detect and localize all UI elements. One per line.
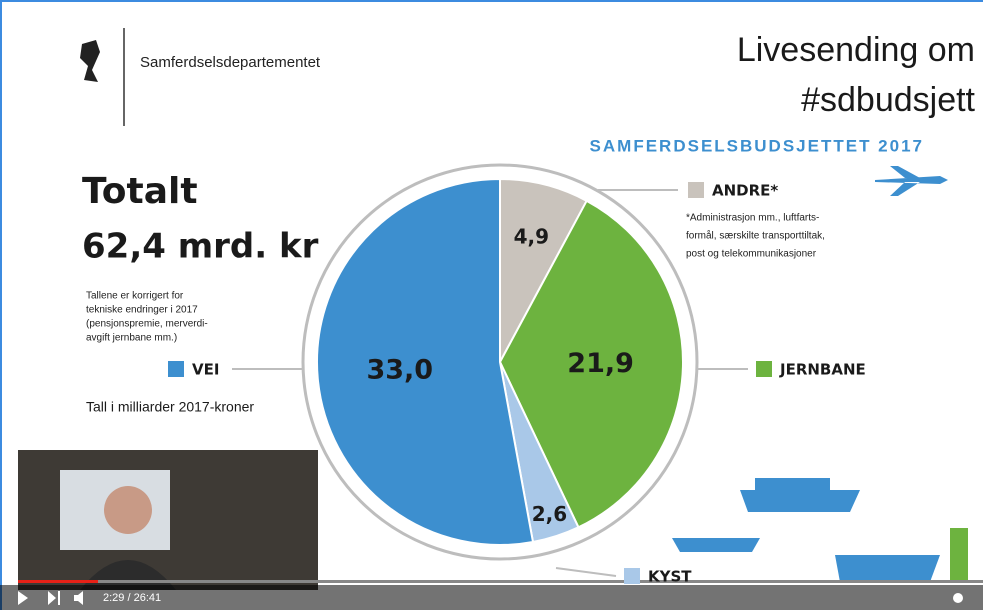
footnote: *Administrasjon mm., luftfarts-formål, s… (686, 213, 825, 260)
note-line: (pensjonspremie, merverdi- (86, 319, 208, 330)
note-line: tekniske endringer i 2017 (86, 305, 198, 316)
live-title: #sdbudsjett (801, 81, 975, 119)
legend-label: JERNBANE (779, 361, 866, 379)
unit-note: Tall i milliarder 2017-kroner (86, 399, 254, 415)
legend-label: VEI (192, 361, 219, 379)
note-line: avgift jernbane mm.) (86, 333, 177, 344)
progress-played[interactable] (18, 580, 98, 583)
slice-label: 4,9 (514, 224, 549, 248)
footnote-line: post og telekommunikasjoner (686, 249, 817, 260)
total-value: 62,4 mrd. kr (82, 227, 319, 267)
footnote-line: *Administrasjon mm., luftfarts- (686, 213, 819, 224)
legend-swatch (168, 361, 184, 377)
note-line: Tallene er korrigert for (86, 291, 184, 302)
legend-swatch (756, 361, 772, 377)
legend-label: KYST (648, 568, 692, 586)
settings-button[interactable] (953, 593, 963, 603)
time-display: 2:29 / 26:41 (103, 592, 161, 604)
ministry-name: Samferdselsdepartementet (140, 54, 321, 71)
video-frame: Samferdselsdepartementet Livesending om … (0, 0, 983, 610)
progress-track[interactable] (18, 580, 983, 583)
chart-title: SAMFERDSELSBUDSJETTET 2017 (590, 136, 924, 155)
slice-label: 2,6 (532, 502, 567, 526)
boat-icon (672, 538, 760, 552)
total-label: Totalt (82, 171, 198, 212)
crane-icon (950, 528, 968, 582)
cargo-ship-icon (835, 555, 940, 582)
slice-label: 33,0 (366, 355, 433, 386)
live-title: Livesending om (737, 31, 975, 69)
legend-label: ANDRE* (712, 182, 778, 200)
footnote-line: formål, særskilte transporttiltak, (686, 230, 825, 242)
legend-swatch (688, 182, 704, 198)
pie: 4,9 21,9 2,6 33,0 (317, 179, 683, 545)
slice-label: 21,9 (567, 348, 634, 379)
legend-swatch (624, 568, 640, 584)
webcam-person (104, 486, 152, 534)
